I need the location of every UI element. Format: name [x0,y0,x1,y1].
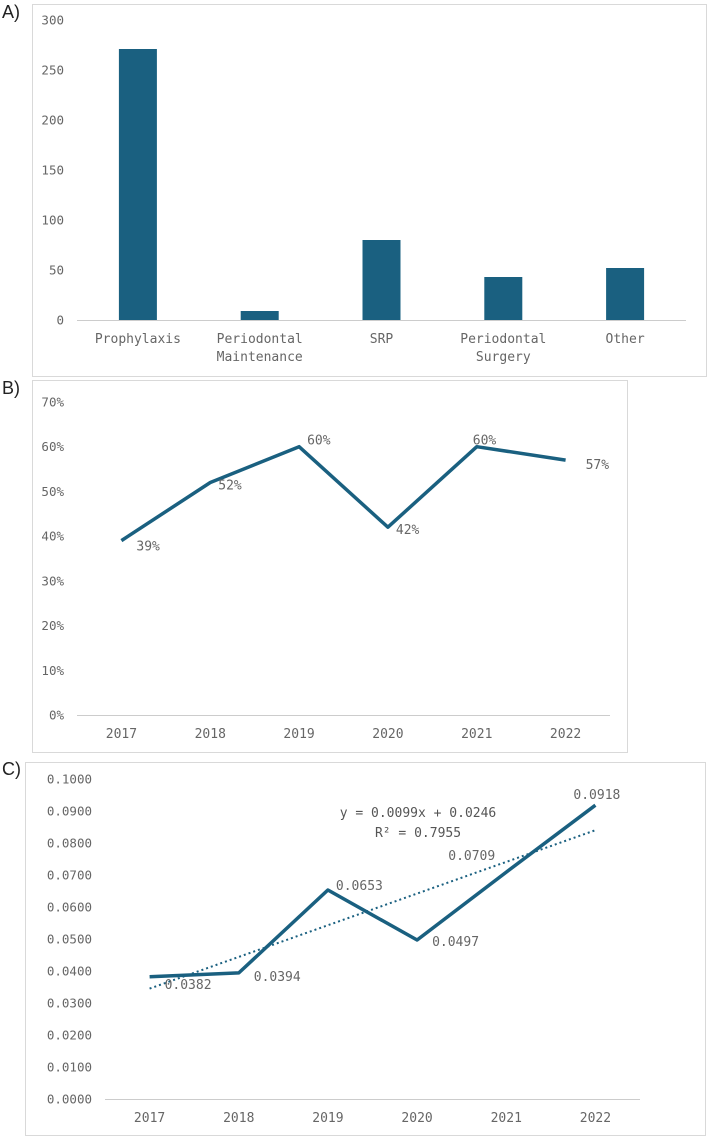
panel-c-trend-r2: R² = 0.7955 [375,826,461,841]
panel-b-x-tick-label: 2018 [195,727,226,742]
panel-b-x-tick-label: 2022 [550,727,581,742]
panel-b-y-tick-label: 0% [49,708,65,723]
panel-c-data-label: 0.0918 [573,788,620,803]
panel-a-category-label: Surgery [476,350,531,365]
panel-c-y-tick-label: 0.0900 [47,804,92,819]
panel-c-data-label: 0.0653 [336,879,383,894]
panel-b-x-tick-label: 2017 [106,727,137,742]
panel-b-y-tick-label: 50% [41,484,64,499]
panel-c-line [149,803,597,979]
panel-b-data-label: 60% [473,434,497,449]
panel-c-y-tick-label: 0.0200 [47,1028,92,1043]
panel-b-y-tick-label: 10% [41,663,64,678]
panel-c-trendline [149,829,596,990]
panel-c-y-tick-label: 0.0300 [47,996,92,1011]
panel-c-y-tick-label: 0.0400 [47,964,92,979]
panel-a-y-tick-label: 100 [41,213,64,228]
panel-b-x-tick-label: 2021 [461,727,492,742]
panel-c-y-tick-label: 0.0000 [47,1092,92,1107]
panel-c-y-tick-label: 0.0100 [47,1060,92,1075]
panel-b-y-tick-label: 70% [41,395,64,410]
panel-c-frame [25,762,706,1136]
panel-c-x-tick-label: 2018 [223,1111,254,1126]
panel-b-data-label: 60% [307,434,331,449]
panel-a-bar [118,49,157,320]
panel-b-data-label: 52% [218,478,242,493]
panel-b-y-tick-label: 40% [41,529,64,544]
panel-b-data-label: 57% [586,458,610,473]
panel-c-x-tick-label: 2020 [401,1111,432,1126]
panel-a-y-tick-label: 0 [56,313,64,328]
panel-b-x-tick-label: 2020 [372,727,403,742]
panel-a-bar [484,277,523,320]
panel-a-y-tick-label: 50 [49,263,64,278]
panel-c-data-label: 0.0394 [254,970,301,985]
panel-a-y-tick-label: 300 [41,13,64,28]
panel-c-label: C) [2,759,21,779]
panel-a-y-tick-label: 150 [41,163,64,178]
panel-b-x-tick-label: 2019 [283,727,314,742]
panel-c-data-label: 0.0382 [165,978,212,993]
panel-b-y-tick-label: 20% [41,618,64,633]
panel-a-label: A) [2,2,20,22]
panel-c-y-tick-label: 0.0600 [47,900,92,915]
panel-a-category-label: Other [606,332,645,347]
panel-a-bar [240,311,279,320]
panel-a-y-tick-label: 250 [41,63,64,78]
panel-b-data-label: 39% [136,540,160,555]
panel-a-category-label: Periodontal [460,332,546,347]
panel-c-y-tick-label: 0.0500 [47,932,92,947]
panel-a-y-tick-label: 200 [41,113,64,128]
panel-c-data-label: 0.0709 [448,849,495,864]
panel-b-label: B) [2,378,20,398]
panel-a-bar [362,240,401,320]
panel-b-frame [32,380,628,753]
panel-c-y-tick-label: 0.0700 [47,868,92,883]
panel-b-y-tick-label: 60% [41,439,64,454]
panel-b-data-label: 42% [396,523,420,538]
panel-b-line [120,444,566,543]
panel-a-frame [32,4,707,377]
panel-a-bar [606,268,645,320]
panel-c-x-tick-label: 2019 [312,1111,343,1126]
panel-c-data-label: 0.0497 [432,935,479,950]
panel-c-x-tick-label: 2021 [491,1111,522,1126]
panel-a-category-label: Periodontal [217,332,303,347]
panel-a-category-label: SRP [370,332,394,347]
panel-a-category-label: Maintenance [217,350,303,365]
panel-b-y-tick-label: 30% [41,573,64,588]
panel-a-category-label: Prophylaxis [95,332,181,347]
panel-c-x-tick-label: 2022 [580,1111,611,1126]
panel-c-y-tick-label: 0.1000 [47,772,92,787]
panel-c-trend-equation: y = 0.0099x + 0.0246 [340,806,497,821]
panel-c-y-tick-label: 0.0800 [47,836,92,851]
panel-c-x-tick-label: 2017 [134,1111,165,1126]
